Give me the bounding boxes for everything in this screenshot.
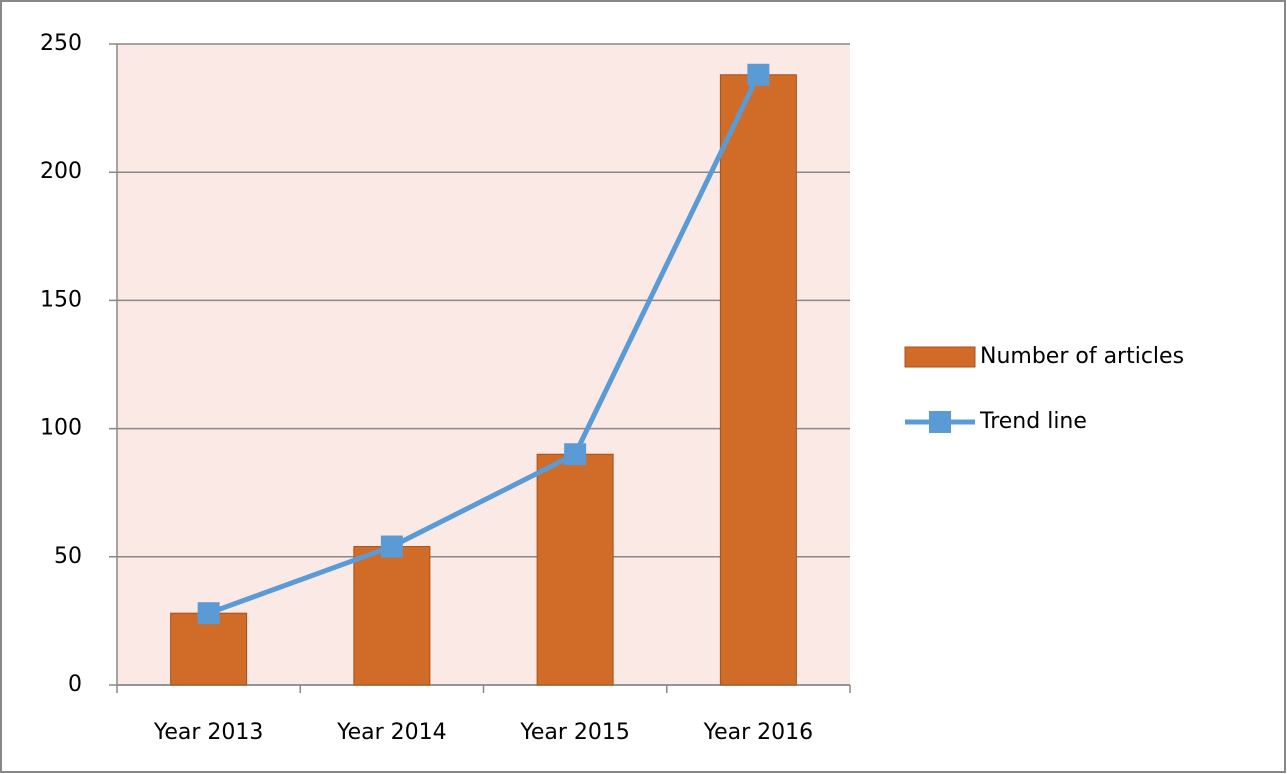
trend-line bbox=[207, 73, 761, 616]
x-tick-label: Year 2016 bbox=[703, 720, 814, 745]
line-marker bbox=[197, 602, 220, 625]
line-marker bbox=[380, 535, 403, 558]
y-tick-label: 100 bbox=[40, 416, 82, 441]
bar bbox=[170, 612, 248, 686]
x-tick-label: Year 2014 bbox=[336, 720, 447, 745]
x-tick-label: Year 2013 bbox=[153, 720, 264, 745]
bar bbox=[353, 546, 431, 686]
legend-swatch bbox=[904, 346, 976, 368]
x-tick-label: Year 2015 bbox=[519, 720, 630, 745]
legend-label: Number of articles bbox=[980, 344, 1184, 369]
y-tick-label: 0 bbox=[68, 672, 82, 697]
line-marker bbox=[747, 63, 770, 86]
y-tick-label: 250 bbox=[40, 31, 82, 56]
legend-label: Trend line bbox=[979, 409, 1087, 434]
legend-marker bbox=[929, 411, 951, 433]
bar bbox=[719, 74, 797, 686]
y-tick-label: 50 bbox=[54, 544, 82, 569]
y-tick-label: 200 bbox=[40, 159, 82, 184]
bar bbox=[536, 453, 614, 686]
line-marker bbox=[564, 443, 587, 466]
y-tick-label: 150 bbox=[40, 287, 82, 312]
